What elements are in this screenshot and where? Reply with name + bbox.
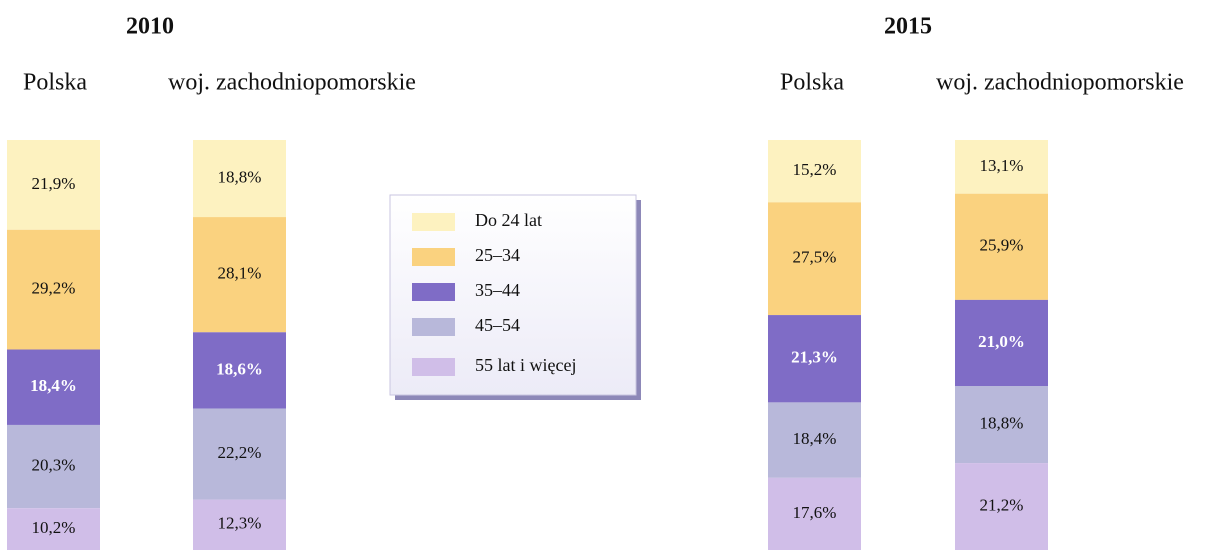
value-label: 27,5% — [793, 248, 837, 267]
bar-segment — [7, 140, 100, 230]
legend-swatch — [412, 358, 455, 376]
legend-label: Do 24 lat — [475, 210, 542, 230]
legend-swatch — [412, 213, 455, 231]
group-title: 2010 — [126, 14, 174, 40]
legend-label: 35–44 — [475, 280, 520, 300]
value-label: 18,4% — [30, 376, 77, 395]
bar-segment — [768, 402, 861, 478]
legend-swatch — [412, 283, 455, 301]
bar-segment — [7, 424, 100, 509]
bar-segment — [193, 140, 286, 218]
bar-segment — [955, 193, 1048, 300]
group-title: 2015 — [884, 14, 932, 40]
bar-segment — [193, 408, 286, 500]
value-label: 10,2% — [32, 518, 76, 537]
category-label: woj. zachodniopomorskie — [168, 70, 416, 96]
value-label: 15,2% — [793, 160, 837, 179]
value-label: 18,8% — [218, 167, 262, 186]
bar-segment — [193, 217, 286, 333]
value-label: 21,9% — [32, 174, 76, 193]
bar-segment — [955, 140, 1048, 194]
bar-segment — [768, 140, 861, 203]
category-label: Polska — [780, 70, 844, 96]
value-label: 12,3% — [218, 514, 262, 533]
value-label: 18,8% — [980, 413, 1024, 432]
bar-segment — [768, 202, 861, 316]
legend-swatch — [412, 318, 455, 336]
value-label: 28,1% — [218, 264, 262, 283]
bar-segment — [193, 332, 286, 409]
bar-segment — [955, 386, 1048, 464]
value-label: 21,0% — [978, 332, 1025, 351]
value-label: 25,9% — [980, 236, 1024, 255]
value-label: 22,2% — [218, 443, 262, 462]
value-label: 29,2% — [32, 279, 76, 298]
value-label: 18,6% — [216, 359, 263, 378]
legend-label: 45–54 — [475, 315, 520, 335]
bar-segment — [768, 315, 861, 403]
legend-swatch — [412, 248, 455, 266]
category-label: woj. zachodniopomorskie — [936, 70, 1184, 96]
legend-label: 25–34 — [475, 245, 520, 265]
category-label: Polska — [23, 70, 87, 96]
bar-segment — [955, 299, 1048, 386]
bar-segment — [955, 463, 1048, 550]
bar-segment — [7, 229, 100, 350]
bar-segment — [768, 477, 861, 550]
value-label: 21,2% — [980, 495, 1024, 514]
value-label: 18,4% — [793, 429, 837, 448]
bar-segment — [7, 349, 100, 425]
bar-segment — [7, 508, 100, 550]
legend-label: 55 lat i więcej — [475, 355, 576, 375]
bar-segment — [193, 499, 286, 550]
value-label: 13,1% — [980, 156, 1024, 175]
value-label: 17,6% — [793, 503, 837, 522]
value-label: 21,3% — [791, 348, 838, 367]
value-label: 20,3% — [32, 455, 76, 474]
